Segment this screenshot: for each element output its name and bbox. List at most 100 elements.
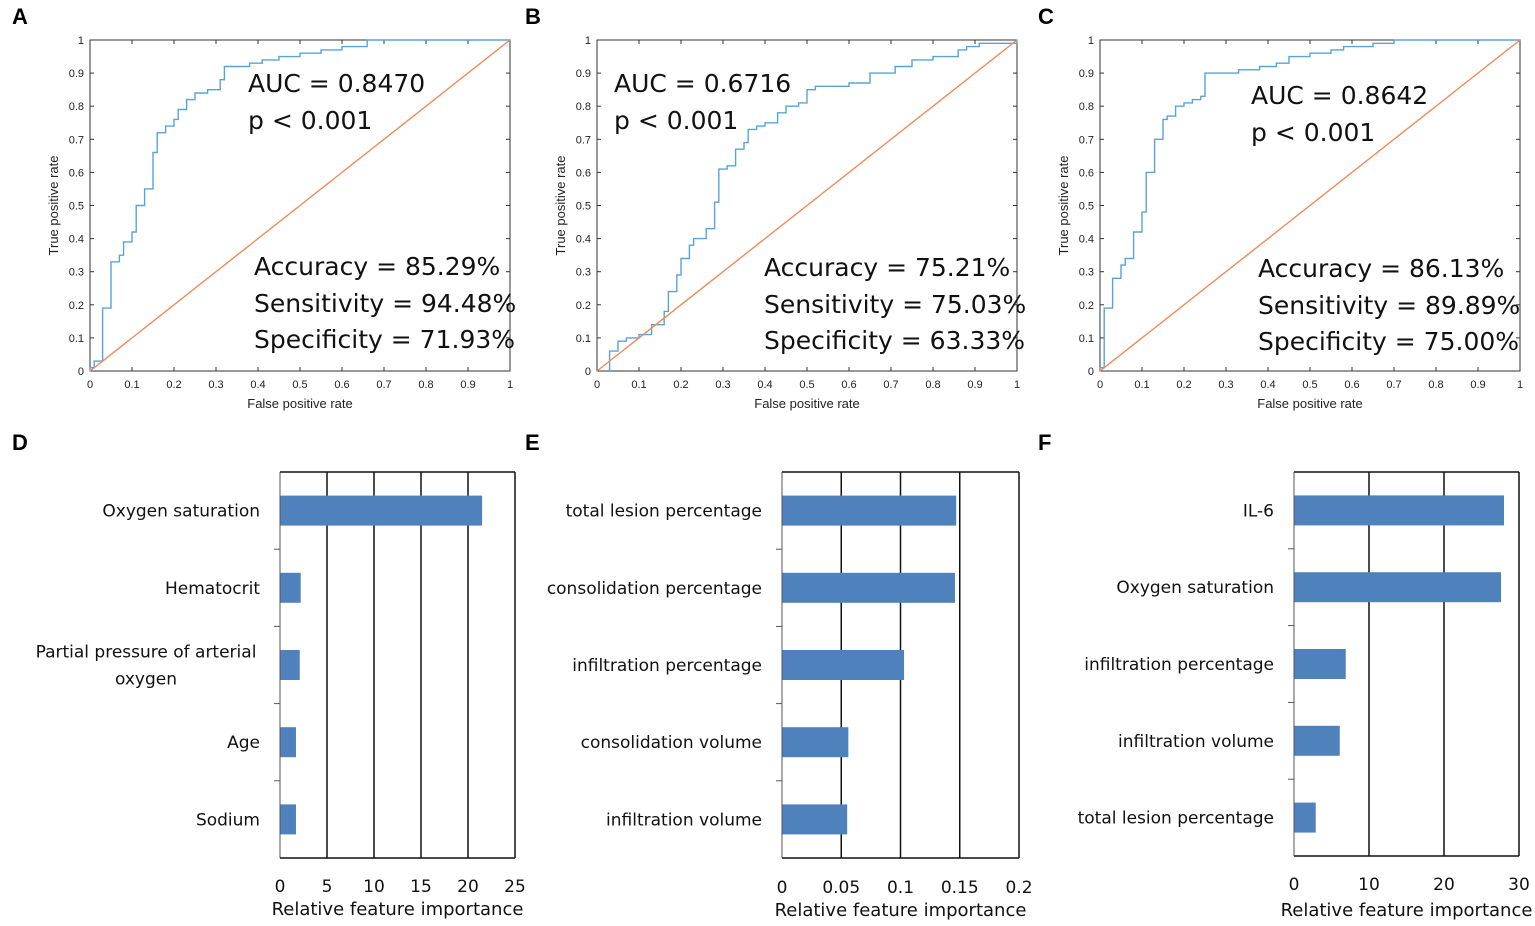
panel-label: C (1038, 4, 1054, 29)
y-tick-label: 0.1 (69, 333, 84, 345)
y-tick-label: 0 (585, 366, 591, 378)
x-tick-label: 5 (322, 877, 333, 897)
x-tick-label: 30 (1508, 875, 1530, 895)
y-tick-label: 1 (585, 35, 591, 47)
y-tick-label: 0.8 (1079, 101, 1094, 113)
y-tick-label: 0.8 (69, 101, 84, 113)
x-tick-label: 0.8 (925, 379, 940, 391)
x-tick-label: 10 (1358, 875, 1380, 895)
x-tick-label: 0.2 (1176, 379, 1191, 391)
x-axis-label: False positive rate (1257, 396, 1363, 411)
y-tick-label: 0.3 (576, 267, 591, 279)
category-label: total lesion percentage (1078, 809, 1274, 829)
x-tick-label: 0.5 (292, 379, 307, 391)
x-tick-label: 0.7 (883, 379, 898, 391)
x-tick-label: 0.3 (715, 379, 730, 391)
category-label: Hematocrit (165, 579, 260, 599)
panel-label: A (12, 4, 28, 29)
y-tick-label: 0 (78, 366, 84, 378)
bar (280, 572, 301, 603)
y-tick-label: 0.1 (1079, 333, 1094, 345)
x-tick-label: 0 (1289, 875, 1300, 895)
y-tick-label: 0.8 (576, 101, 591, 113)
y-tick-label: 0.4 (69, 234, 84, 246)
y-tick-label: 0.9 (576, 68, 591, 80)
panel-label: E (525, 430, 540, 455)
p-value-annotation: p < 0.001 (614, 106, 738, 135)
y-tick-label: 0.6 (1079, 167, 1094, 179)
x-tick-label: 0 (777, 878, 788, 898)
x-tick-label: 0.6 (841, 379, 856, 391)
auc-annotation: AUC = 0.6716 (614, 69, 791, 98)
x-tick-label: 0.4 (757, 379, 772, 391)
x-axis-label: Relative feature importance (1281, 900, 1533, 921)
y-tick-label: 0.3 (1079, 267, 1094, 279)
y-tick-label: 0.5 (1079, 201, 1094, 213)
category-label: Partial pressure of arterial (36, 643, 257, 663)
x-tick-label: 0.1 (887, 878, 914, 898)
x-tick-label: 0.9 (967, 379, 982, 391)
y-tick-label: 0.6 (576, 167, 591, 179)
x-tick-label: 0 (87, 379, 93, 391)
y-tick-label: 0.2 (1079, 300, 1094, 312)
category-label: consolidation percentage (547, 579, 762, 599)
x-tick-label: 25 (504, 877, 526, 897)
specificity-annotation: Specificity = 75.00% (1258, 327, 1519, 356)
bar (782, 804, 848, 835)
accuracy-annotation: Accuracy = 86.13% (1258, 254, 1504, 283)
y-tick-label: 0.1 (576, 333, 591, 345)
x-tick-label: 0.7 (376, 379, 391, 391)
category-label: infiltration percentage (1084, 655, 1274, 675)
y-tick-label: 0.7 (1079, 134, 1094, 146)
category-label: IL-6 (1243, 501, 1274, 521)
x-tick-label: 0.4 (1260, 379, 1275, 391)
y-tick-label: 0.9 (69, 68, 84, 80)
sensitivity-annotation: Sensitivity = 75.03% (764, 290, 1026, 319)
roc-panel-b: B 0 0.1 0.2 0.3 0.4 0.5 0.6 0.7 0.8 0.9 1 0 0.1 0.2 0.3… (525, 4, 1026, 411)
bar-panel-d: D 0 5 10 15 20 25 Oxygen saturation Hematocrit Pa… (12, 430, 526, 920)
category-label: Age (227, 733, 260, 753)
accuracy-annotation: Accuracy = 75.21% (764, 253, 1010, 282)
category-label: Sodium (196, 810, 260, 830)
sensitivity-annotation: Sensitivity = 94.48% (254, 289, 516, 318)
y-tick-label: 0.7 (576, 134, 591, 146)
x-tick-label: 0.1 (1134, 379, 1149, 391)
x-tick-label: 0.6 (1344, 379, 1359, 391)
x-tick-label: 0.05 (822, 878, 860, 898)
y-tick-label: 0.4 (576, 234, 591, 246)
reference-diagonal (89, 39, 511, 372)
y-axis-label: True positive rate (1056, 156, 1071, 256)
x-tick-label: 0.7 (1386, 379, 1401, 391)
x-axis-label: False positive rate (754, 396, 860, 411)
bar (280, 650, 300, 680)
category-label: total lesion percentage (566, 502, 762, 522)
bar (782, 495, 957, 526)
x-tick-label: 0.9 (460, 379, 475, 391)
p-value-annotation: p < 0.001 (248, 106, 372, 135)
bar (1294, 649, 1346, 679)
bar-panel-e: E 0 0.05 0.1 0.15 0.2 total lesion percentage c… (525, 430, 1033, 921)
x-tick-label: 20 (1433, 875, 1455, 895)
category-label: Oxygen saturation (1116, 578, 1274, 598)
category-label: oxygen (115, 670, 177, 690)
x-tick-label: 0.9 (1470, 379, 1485, 391)
x-tick-label: 0.3 (1218, 379, 1233, 391)
x-tick-label: 0 (594, 379, 600, 391)
x-axis-label: Relative feature importance (272, 899, 524, 920)
bar (280, 727, 296, 758)
x-tick-label: 0.1 (631, 379, 646, 391)
roc-panel-a: A 0 0.1 0.2 0.3 0.4 0.5 0.6 0.7 0.8 0.9 1 0 0.1 0.2 0.3… (12, 4, 516, 411)
x-tick-label: 0.5 (799, 379, 814, 391)
y-tick-label: 0.6 (69, 167, 84, 179)
specificity-annotation: Specificity = 63.33% (764, 326, 1025, 355)
panel-label: B (525, 4, 541, 29)
bar (782, 650, 905, 680)
category-label: infiltration volume (1118, 732, 1274, 752)
bar-panel-f: F 0 10 20 30 IL-6 Oxygen saturation infiltratio… (1038, 430, 1532, 921)
y-tick-label: 0.7 (69, 134, 84, 146)
roc-curve (89, 39, 510, 371)
x-tick-label: 1 (507, 379, 513, 391)
category-label: Oxygen saturation (102, 502, 260, 522)
x-tick-label: 0.4 (250, 379, 265, 391)
